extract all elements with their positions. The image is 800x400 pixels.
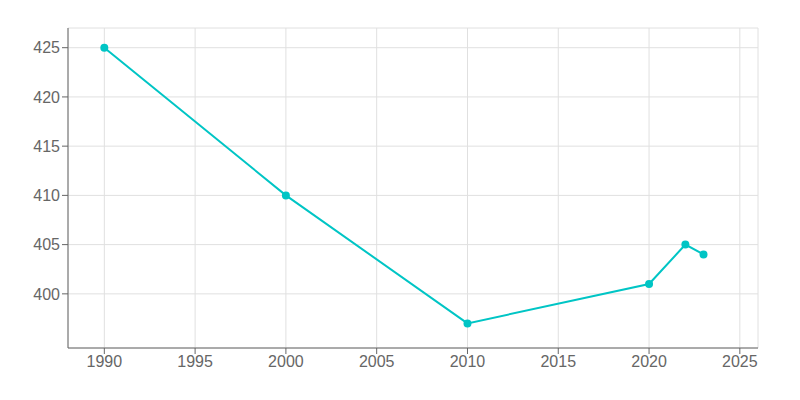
svg-text:2020: 2020	[631, 353, 667, 370]
svg-text:2015: 2015	[540, 353, 576, 370]
svg-text:2000: 2000	[268, 353, 304, 370]
svg-text:415: 415	[33, 138, 60, 155]
svg-text:405: 405	[33, 236, 60, 253]
svg-text:1990: 1990	[87, 353, 123, 370]
svg-text:2010: 2010	[450, 353, 486, 370]
svg-text:2005: 2005	[359, 353, 395, 370]
svg-text:1995: 1995	[177, 353, 213, 370]
svg-text:420: 420	[33, 89, 60, 106]
svg-text:2025: 2025	[722, 353, 758, 370]
svg-text:425: 425	[33, 39, 60, 56]
svg-text:400: 400	[33, 286, 60, 303]
svg-text:410: 410	[33, 187, 60, 204]
